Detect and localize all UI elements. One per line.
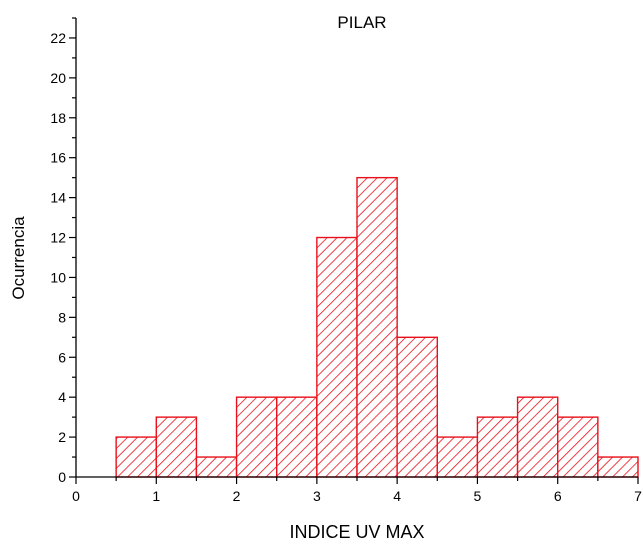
y-axis-ticks: 0 2 4 6 8 10 12 14 16 18 20 22 (50, 17, 76, 485)
x-axis-label: INDICE UV MAX (289, 522, 424, 542)
x-tick-label: 0 (72, 488, 80, 504)
y-tick-label: 0 (58, 469, 66, 485)
y-tick-label: 18 (50, 110, 66, 126)
chart-title: PILAR (337, 13, 386, 32)
x-tick-label: 3 (313, 488, 321, 504)
x-tick-label: 5 (474, 488, 482, 504)
y-tick-label: 14 (50, 190, 66, 206)
y-tick-label: 10 (50, 269, 66, 285)
y-tick-label: 16 (50, 150, 66, 166)
y-tick-label: 8 (58, 309, 66, 325)
y-tick-label: 4 (58, 389, 66, 405)
x-axis-ticks: 0 1 2 3 4 5 6 7 (72, 477, 642, 504)
histogram-bar-12 (557, 416, 599, 478)
histogram-bar-10 (476, 416, 519, 478)
histogram-bar-4 (235, 396, 278, 478)
x-tick-label: 4 (393, 488, 401, 504)
x-tick-label: 6 (554, 488, 562, 504)
y-tick-label: 22 (50, 30, 66, 46)
histogram-bar-2 (155, 416, 198, 478)
y-tick-label: 20 (50, 70, 66, 86)
histogram-bar-1 (115, 436, 157, 478)
histogram-bar-8 (396, 336, 438, 478)
y-tick-label: 12 (50, 230, 66, 246)
x-tick-label: 1 (152, 488, 160, 504)
x-tick-label: 7 (634, 488, 642, 504)
y-tick-label: 2 (58, 429, 66, 445)
histogram-bar-6 (316, 236, 358, 478)
histogram-bar-5 (276, 396, 318, 478)
histogram-bar-7 (356, 176, 398, 478)
bars-layer (115, 176, 639, 478)
histogram-bar-13 (597, 456, 639, 478)
histogram-bar-11 (516, 396, 559, 478)
x-tick-label: 2 (233, 488, 241, 504)
y-axis-label: Ocurrencia (9, 216, 28, 300)
y-tick-label: 6 (58, 349, 66, 365)
histogram-bar-9 (436, 436, 479, 478)
histogram-bar-3 (195, 456, 238, 478)
